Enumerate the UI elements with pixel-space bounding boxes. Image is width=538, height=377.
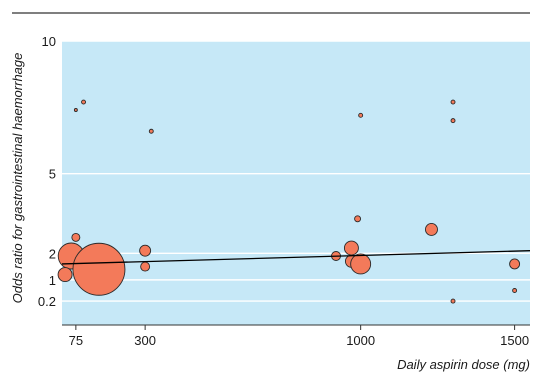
data-point [512, 288, 518, 293]
regression-line [61, 250, 531, 265]
y-tick-label: 10 [42, 34, 56, 49]
data-point [343, 240, 359, 256]
data-point [354, 215, 362, 223]
data-point [81, 99, 87, 105]
y-tick-label: 0.2 [38, 294, 56, 309]
x-axis-title: Daily aspirin dose (mg) [397, 357, 530, 372]
data-point [73, 108, 78, 112]
data-point [450, 298, 456, 304]
y-axis-title: Odds ratio for gastrointestinal haemorrh… [10, 53, 25, 304]
data-point [425, 222, 438, 236]
data-point [148, 128, 154, 134]
data-point [72, 242, 126, 296]
data-point [139, 244, 152, 257]
y-tick-label: 5 [49, 167, 56, 182]
data-point [509, 258, 521, 270]
x-tick-label: 1500 [500, 333, 529, 348]
y-axis-ticks: 0.2 1 2 5 10 [38, 34, 56, 309]
data-point [450, 118, 456, 124]
x-tick-label: 300 [134, 333, 156, 348]
data-point [350, 253, 372, 275]
data-point [57, 267, 73, 283]
data-point [450, 99, 456, 105]
y-tick-label: 2 [49, 246, 56, 261]
data-point [140, 261, 151, 272]
data-point [358, 112, 364, 118]
x-tick-label: 75 [69, 333, 83, 348]
data-point [71, 232, 81, 242]
x-tick-label: 1000 [346, 333, 375, 348]
data-points [57, 99, 521, 304]
plot-area [62, 41, 530, 325]
y-tick-label: 1 [49, 273, 56, 288]
x-axis-ticks: 75 300 1000 1500 [69, 325, 529, 348]
